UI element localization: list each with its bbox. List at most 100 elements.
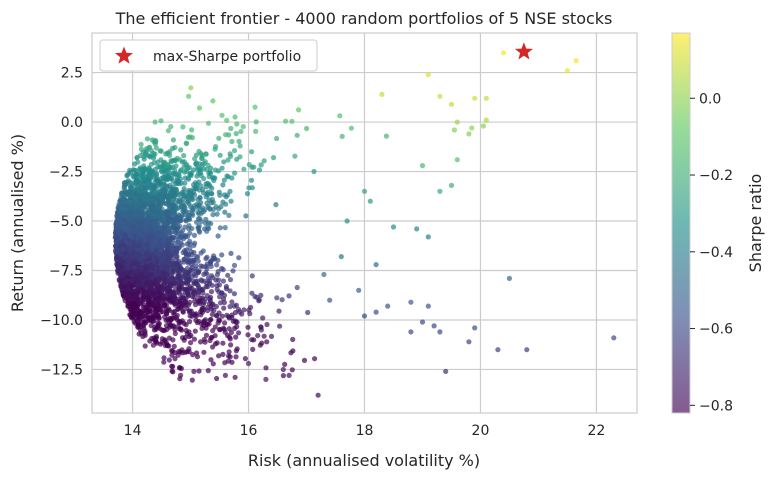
data-point [150, 172, 156, 178]
y-tick-label: −2.5 [49, 165, 83, 181]
data-point [181, 320, 187, 326]
data-point [188, 257, 195, 263]
data-point [128, 199, 134, 205]
data-point [260, 315, 266, 321]
data-point [168, 158, 174, 164]
data-point [222, 209, 228, 215]
data-point [229, 138, 235, 145]
data-point [274, 295, 280, 301]
data-point [165, 128, 171, 134]
data-point [229, 175, 235, 181]
data-point [183, 286, 189, 292]
data-point [145, 177, 151, 183]
data-point [200, 264, 206, 270]
data-point [162, 201, 168, 207]
data-point [166, 259, 172, 266]
data-point [157, 148, 163, 154]
data-point [216, 310, 222, 316]
data-point [129, 253, 135, 259]
data-point [168, 299, 174, 305]
data-point [248, 177, 255, 183]
data-point [220, 351, 226, 357]
data-point [138, 243, 144, 249]
data-point [263, 376, 269, 382]
data-point [133, 174, 139, 180]
data-point [383, 133, 389, 139]
data-point [138, 141, 144, 147]
y-tick-label: 0.0 [61, 115, 83, 131]
data-point [142, 241, 148, 247]
data-point [121, 195, 127, 201]
data-point [226, 212, 232, 218]
data-point [172, 356, 178, 362]
data-point [117, 198, 123, 204]
data-point [191, 232, 198, 238]
data-point [153, 335, 159, 341]
data-point [241, 166, 247, 172]
data-point [198, 183, 204, 189]
data-point [165, 241, 171, 247]
data-point [167, 186, 173, 193]
data-point [196, 368, 202, 374]
data-point [189, 377, 195, 383]
data-point [135, 159, 141, 165]
data-point [216, 353, 222, 359]
data-point [472, 325, 478, 331]
data-point [224, 173, 230, 179]
data-point [385, 303, 391, 309]
data-point [214, 283, 220, 289]
data-point [151, 208, 157, 214]
data-point [139, 250, 145, 256]
data-point [250, 346, 256, 352]
data-point [168, 276, 174, 283]
data-point [148, 248, 154, 254]
data-point [203, 283, 209, 289]
data-point [211, 256, 217, 262]
data-point [136, 296, 142, 302]
data-point [214, 262, 220, 268]
data-point [120, 224, 126, 230]
data-point [214, 375, 220, 382]
data-point [229, 359, 235, 365]
data-point [144, 218, 150, 225]
data-point [204, 266, 210, 272]
data-point [133, 316, 139, 322]
data-point [187, 191, 193, 197]
data-point [170, 291, 176, 297]
data-point [245, 324, 251, 330]
data-point [156, 272, 162, 278]
data-point [134, 246, 140, 253]
data-point [180, 249, 186, 256]
data-point [156, 295, 162, 301]
data-point [150, 342, 156, 348]
data-point [182, 169, 188, 175]
data-point [150, 196, 156, 202]
data-point [282, 361, 288, 367]
data-point [210, 328, 216, 334]
data-point [221, 159, 227, 165]
data-point [204, 166, 210, 172]
y-tick-label: −10.0 [40, 313, 83, 329]
data-point [198, 219, 204, 225]
data-point [170, 145, 176, 151]
data-point [286, 372, 292, 378]
data-point [198, 309, 204, 315]
data-point [242, 356, 248, 362]
data-point [152, 141, 158, 147]
data-point [203, 151, 209, 157]
data-point [169, 368, 175, 374]
data-point [167, 203, 173, 209]
data-point [126, 237, 132, 243]
data-point [188, 261, 195, 267]
data-point [166, 216, 172, 222]
data-point [211, 307, 217, 313]
data-point [206, 225, 212, 232]
data-point [138, 173, 145, 179]
data-point [130, 300, 136, 306]
data-point [129, 271, 135, 278]
data-point [161, 359, 167, 365]
data-point [289, 118, 295, 124]
data-point [179, 242, 185, 248]
colorbar-tick-label: −0.8 [699, 398, 733, 414]
data-point [480, 123, 486, 129]
